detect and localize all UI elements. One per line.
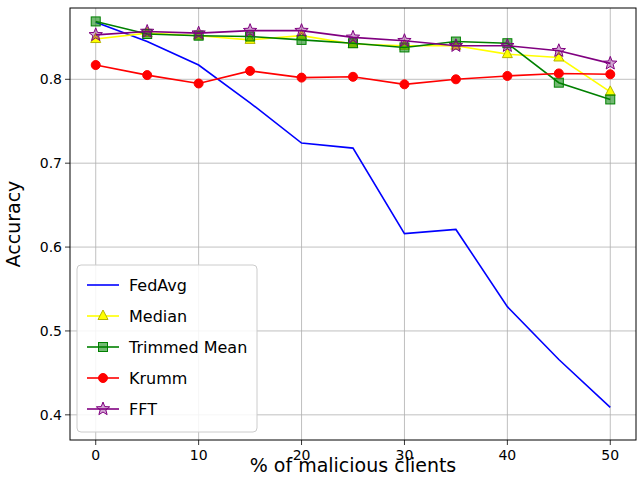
tick-label: 50 [601,447,619,463]
tick [65,79,70,80]
data [89,17,617,407]
tick [65,163,70,164]
marker [89,28,102,41]
legend: FedAvg Median Trimmed Mean Krumm FFT [77,265,257,432]
tick-label: 0.4 [40,407,62,423]
marker [297,35,306,44]
marker [398,34,411,47]
marker [554,69,563,78]
marker [605,86,615,96]
marker [503,71,512,80]
marker [297,73,306,82]
legend-line [87,284,119,286]
grid [70,8,636,440]
tick-label: 0.8 [40,71,62,87]
marker [449,39,462,52]
y-axis-label: Accuracy [2,181,24,268]
legend-box [77,265,257,432]
legend-label: Median [129,307,187,326]
grid-line [70,163,636,164]
tick [301,440,302,445]
tick-label: 0 [91,447,100,463]
x-axis-label: % of malicious clients [250,454,457,476]
tick [65,247,70,248]
tick [610,440,611,445]
marker [91,17,100,26]
grid-line [70,247,636,248]
series-line [96,22,611,407]
frame [70,8,636,440]
tick [198,440,199,445]
marker [554,78,563,87]
tick-label: 10 [190,447,208,463]
tick-label: 40 [498,447,516,463]
tick-label: 0.6 [40,239,62,255]
marker [501,39,514,52]
legend-label: FedAvg [129,276,187,295]
marker [243,24,256,37]
marker [192,26,205,39]
marker [604,56,617,69]
legend-marker [99,374,108,383]
marker [400,80,409,89]
tick [404,440,405,445]
legend-label: Krumm [129,369,187,388]
tick [65,414,70,415]
marker [143,71,152,80]
marker [346,30,359,43]
legend-label: Trimmed Mean [128,338,247,357]
marker [552,44,565,57]
tick [95,440,96,445]
legend-label: FFT [129,400,157,419]
series-line [96,31,611,64]
tick [507,440,508,445]
chart: 010203040500.40.50.60.70.8% of malicious… [0,0,640,480]
marker [141,24,154,37]
marker [606,70,615,79]
legend-marker [96,402,109,415]
marker [91,61,100,70]
tick-label: 0.5 [40,323,62,339]
marker [295,24,308,37]
tick [65,330,70,331]
marker [246,66,255,75]
marker [606,95,615,104]
marker [194,79,203,88]
marker [349,72,358,81]
marker [451,75,460,84]
legend-marker [99,343,108,352]
series-line [96,21,611,99]
grid-line [404,8,405,440]
series-line [96,65,611,84]
tick-label: 0.7 [40,155,62,171]
legend-marker [98,310,108,320]
